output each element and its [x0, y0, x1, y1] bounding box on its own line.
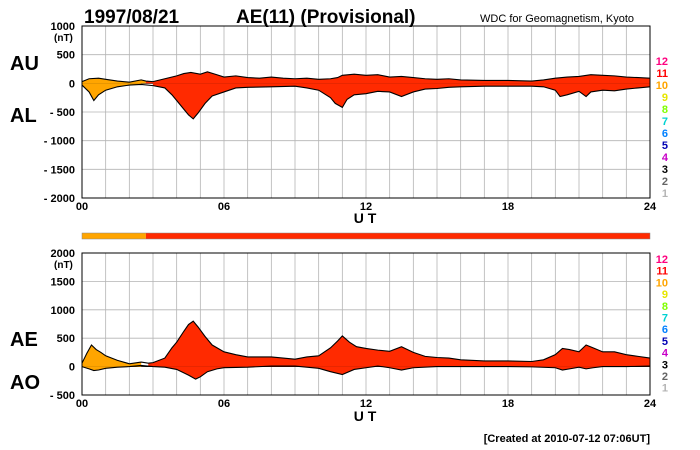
- station-scale-label: 7: [662, 313, 668, 325]
- y-tick-label: 0: [69, 362, 75, 374]
- station-scale-label: 10: [656, 80, 668, 92]
- ao-label: AO: [10, 372, 40, 394]
- y-tick-label: 0: [69, 78, 75, 90]
- station-scale-label: 1: [662, 383, 668, 395]
- station-bar-frame: [81, 232, 651, 240]
- station-scale-label: 5: [662, 336, 668, 348]
- ao-area-main: [153, 366, 650, 380]
- station-scale-label: 9: [662, 289, 668, 301]
- x-tick-label: 00: [76, 398, 88, 410]
- y-tick-label: 1000: [51, 305, 75, 317]
- au-area-main: [145, 71, 650, 84]
- plot-frame: [81, 252, 651, 396]
- station-scale-label: 3: [662, 164, 668, 176]
- y-tick-label: 1500: [51, 276, 75, 288]
- y-tick-label: - 2000: [44, 193, 75, 205]
- au-label: AU: [10, 53, 39, 75]
- station-scale-label: 5: [662, 140, 668, 152]
- x-tick-label: 24: [644, 201, 657, 213]
- station-scale-label: 8: [662, 301, 668, 313]
- station-bar-main-segment: [145, 233, 650, 239]
- station-scale-label: 3: [662, 359, 668, 371]
- y-tick-label: 500: [57, 50, 75, 62]
- x-tick-label: 18: [502, 398, 514, 410]
- station-scale-label: 2: [662, 176, 668, 188]
- x-tick-label: 06: [218, 398, 230, 410]
- station-scale-label: 12: [656, 56, 668, 68]
- station-bar-early-segment: [82, 233, 146, 239]
- created-note: [Created at 2010-07-12 07:06UT]: [484, 433, 651, 445]
- y-tick-label: 500: [57, 333, 75, 345]
- y-tick-label: - 500: [50, 390, 75, 402]
- x-tick-label: 12: [360, 201, 372, 213]
- ao-area-early: [82, 365, 142, 371]
- y-tick-label: - 1500: [44, 164, 75, 176]
- al-series-line: [81, 83, 651, 120]
- y-tick-label: 2000: [51, 248, 75, 260]
- station-count-bar: [81, 232, 651, 240]
- x-tick-label: 06: [218, 201, 230, 213]
- station-scale-label: 2: [662, 371, 668, 383]
- panel2-unit: (nT): [54, 260, 73, 271]
- x-tick-label: 12: [360, 398, 372, 410]
- x-tick-label: 00: [76, 201, 88, 213]
- station-scale-label: 12: [656, 254, 668, 266]
- al-area-early: [82, 83, 142, 101]
- station-scale-label: 6: [662, 324, 668, 336]
- station-scale-label: 4: [662, 348, 669, 360]
- station-scale-label: 10: [656, 277, 668, 289]
- station-scale-label: 6: [662, 128, 668, 140]
- station-scale-label: 4: [662, 152, 669, 164]
- plot-frame: [81, 25, 651, 199]
- panel1-unit: (nT): [54, 33, 73, 44]
- station-scale-label: 7: [662, 116, 668, 128]
- ae-label: AE: [10, 329, 38, 351]
- panel1-xlabel: U T: [354, 210, 377, 226]
- ae-series-line: [81, 320, 651, 365]
- x-tick-label: 24: [644, 398, 657, 410]
- index-title: AE(11) (Provisional): [236, 7, 416, 28]
- date-title: 1997/08/21: [84, 7, 180, 28]
- al-label: AL: [10, 105, 37, 127]
- ae-area-main: [148, 321, 650, 367]
- panel2-xlabel: U T: [354, 408, 377, 424]
- station-scale-label: 8: [662, 104, 668, 116]
- station-scale-label: 11: [656, 266, 668, 278]
- station-scale-label: 9: [662, 92, 668, 104]
- ao-series-line: [81, 364, 651, 380]
- station-scale-label: 11: [656, 68, 668, 80]
- source-label: WDC for Geomagnetism, Kyoto: [480, 13, 634, 25]
- au-series-line: [81, 71, 651, 83]
- y-tick-label: - 500: [50, 107, 75, 119]
- y-tick-label: - 1000: [44, 136, 75, 148]
- y-tick-label: 1000: [51, 21, 75, 33]
- x-tick-label: 18: [502, 201, 514, 213]
- al-area-main: [153, 83, 650, 119]
- station-scale-label: 1: [662, 188, 668, 200]
